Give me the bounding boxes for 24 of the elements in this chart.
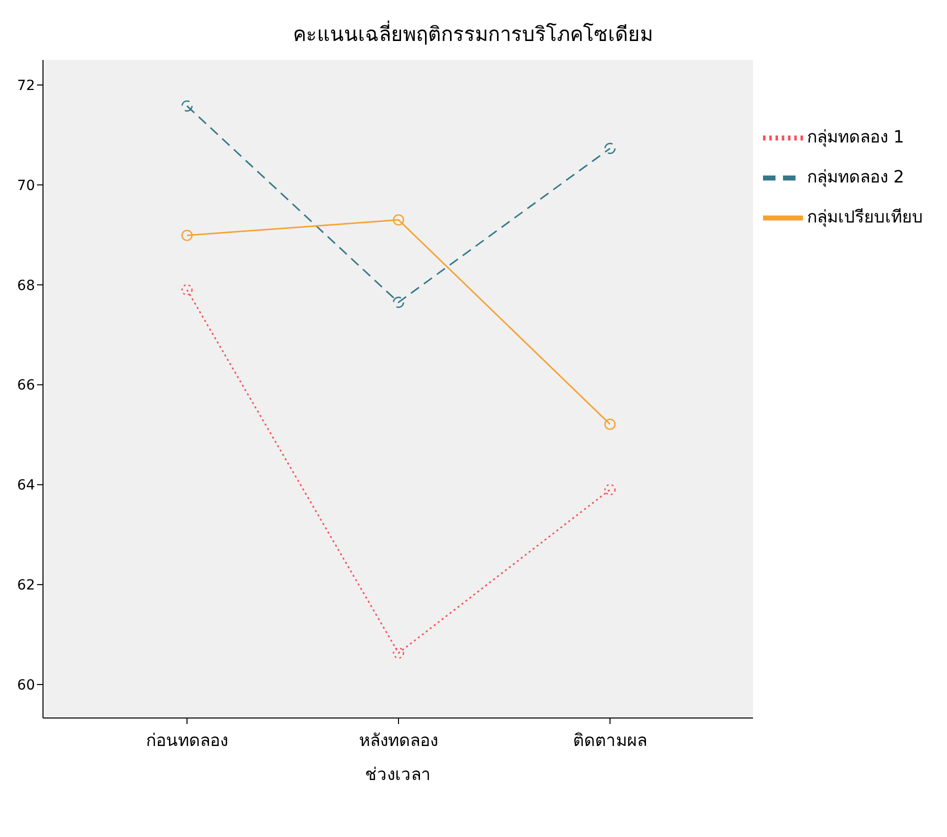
y-tick-label: 70 bbox=[17, 178, 35, 194]
y-tick-label: 72 bbox=[17, 78, 35, 94]
point bbox=[181, 100, 193, 112]
chart-title: คะแนนเฉลี่ยพฤติกรรมการบริโภคโซเดียม bbox=[292, 20, 654, 48]
point bbox=[181, 284, 193, 296]
y-tick-label: 66 bbox=[17, 378, 36, 394]
point bbox=[392, 214, 404, 226]
legend-label: กลุ่มทดลอง 2 bbox=[807, 168, 904, 188]
x-tick-label: ติดตามผล bbox=[573, 731, 647, 752]
point bbox=[181, 230, 193, 242]
point bbox=[604, 418, 616, 430]
x-axis-title: ช่วงเวลา bbox=[365, 765, 431, 785]
x-tick-label: ก่อนทดลอง bbox=[146, 731, 228, 752]
y-tick-label: 62 bbox=[17, 578, 35, 594]
x-tick-label: หลังทดลอง bbox=[359, 731, 438, 752]
y-tick-label: 68 bbox=[17, 278, 35, 294]
y-tick-label: 60 bbox=[17, 677, 35, 694]
point bbox=[392, 296, 404, 308]
legend-label: กลุ่มทดลอง 1 bbox=[807, 128, 904, 148]
point bbox=[604, 484, 616, 496]
point bbox=[604, 142, 616, 154]
y-tick-label: 64 bbox=[17, 478, 36, 494]
legend-label: กลุ่มเปรียบเทียบ bbox=[807, 208, 923, 228]
point bbox=[392, 647, 404, 659]
